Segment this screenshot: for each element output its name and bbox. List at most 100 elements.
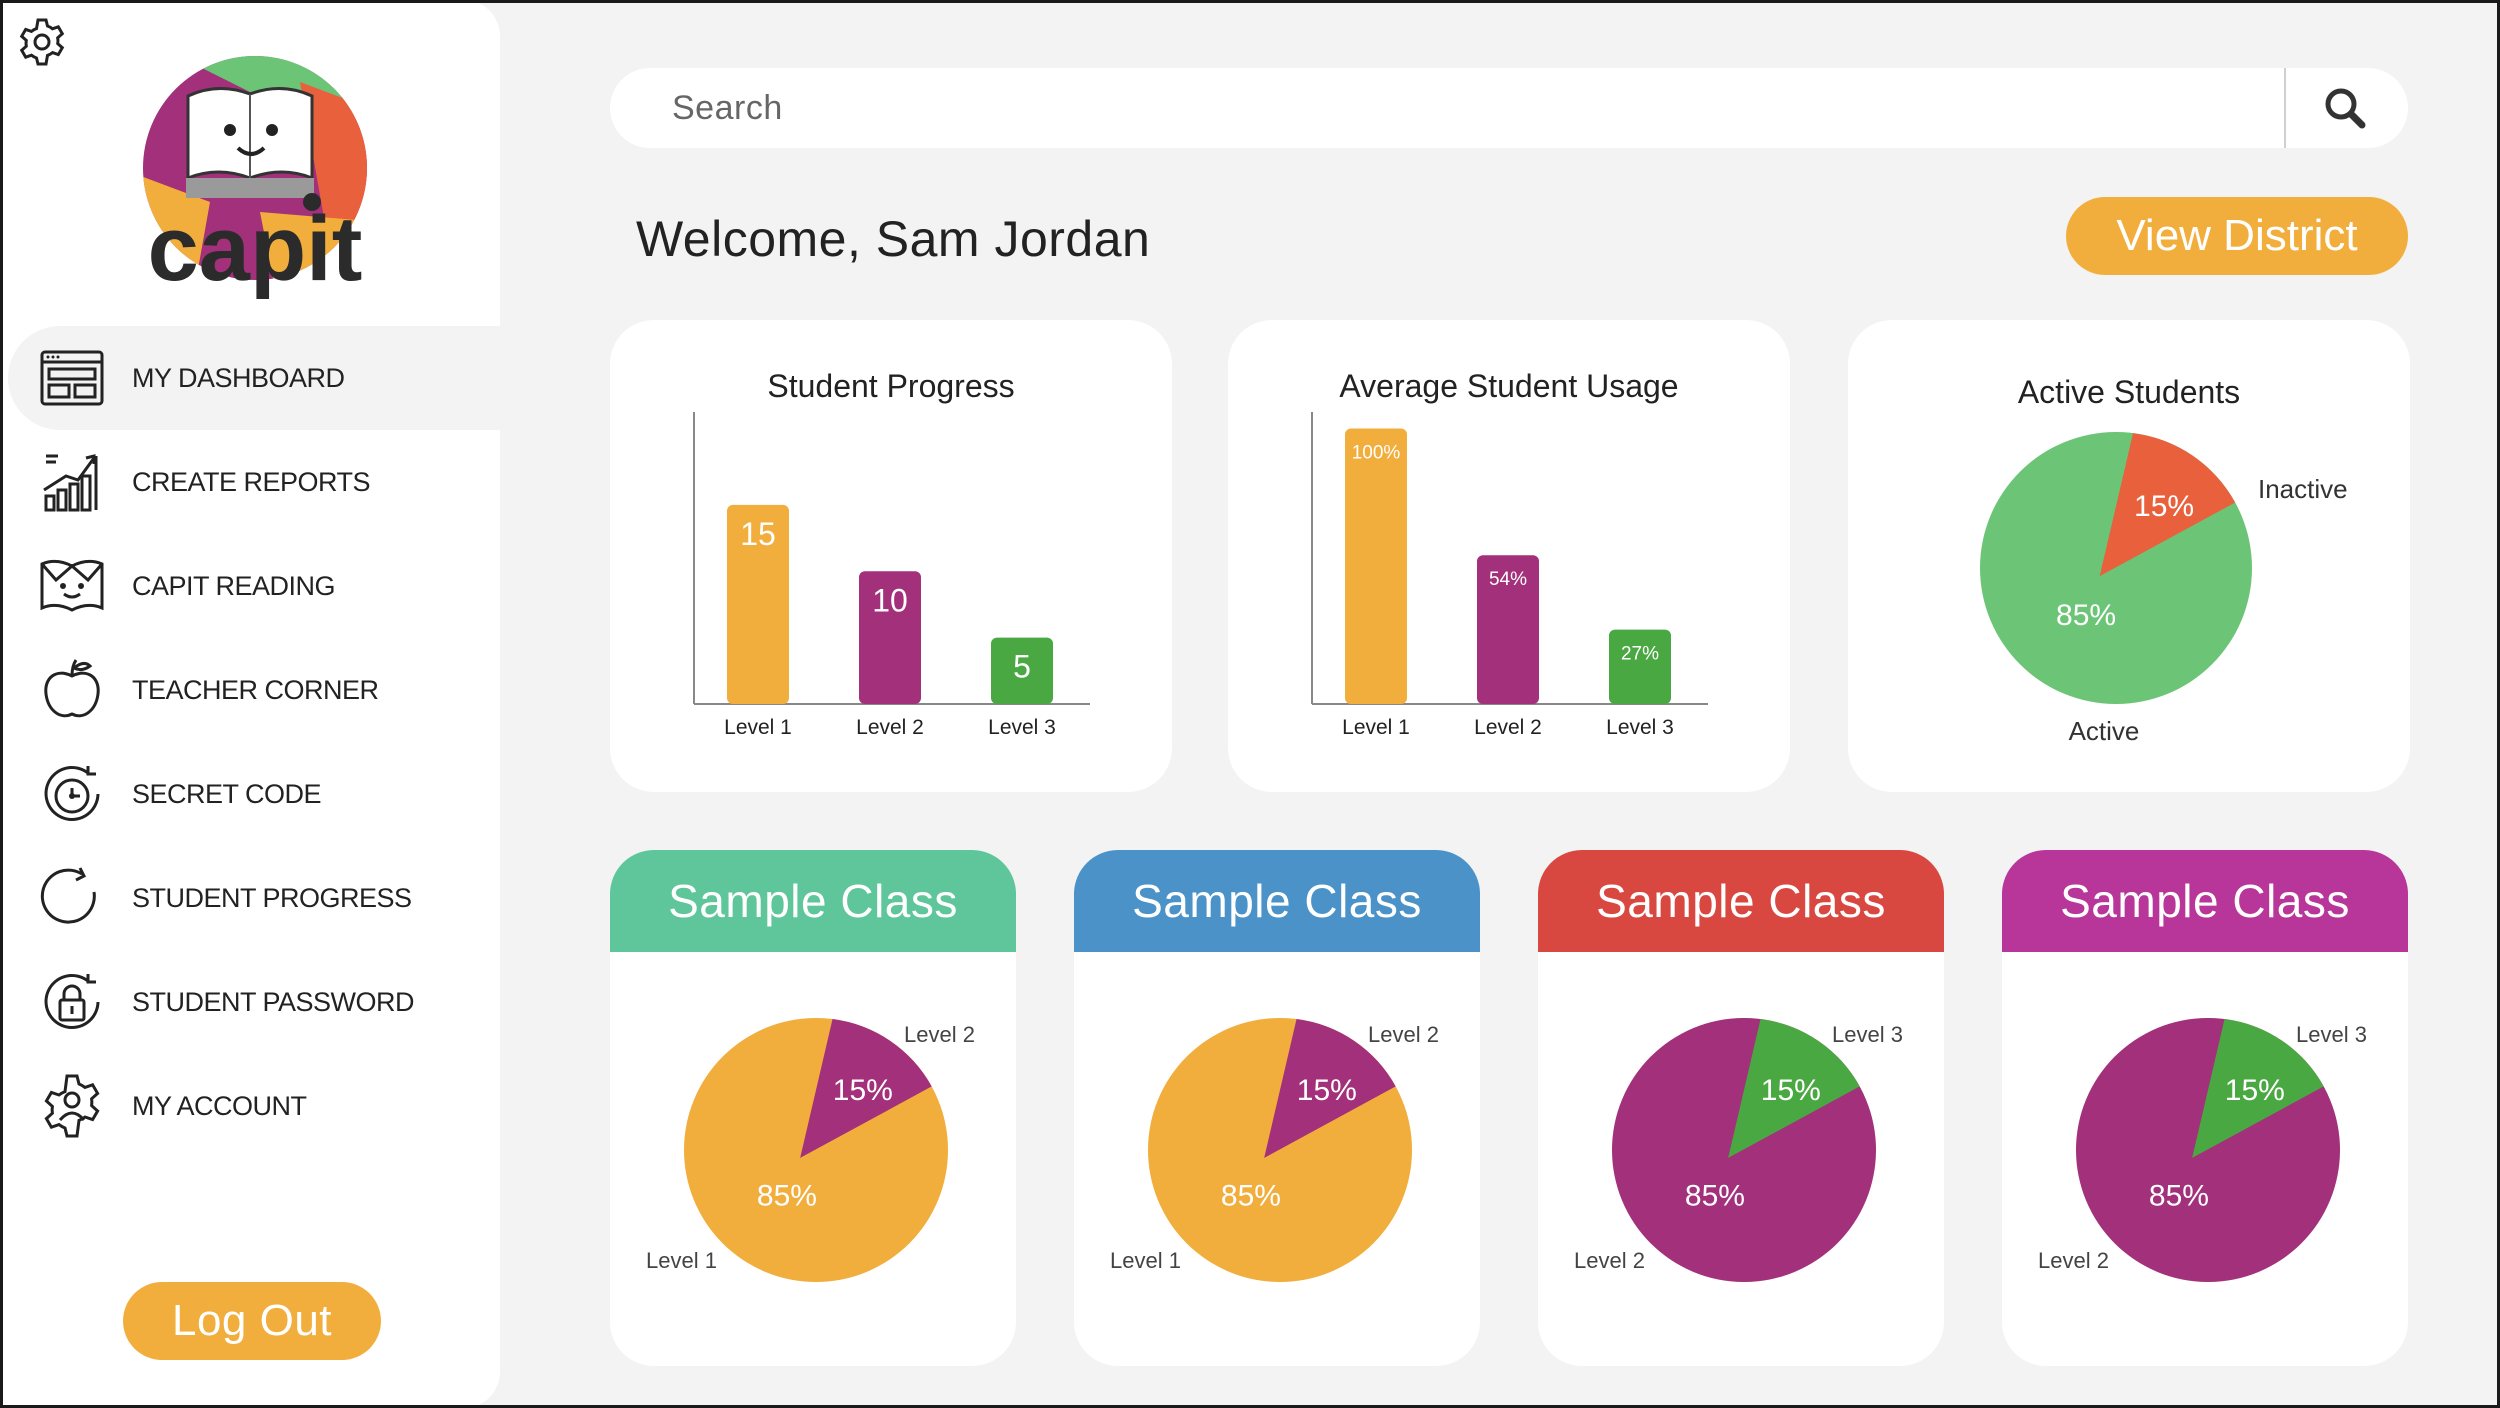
welcome-heading: Welcome, Sam Jordan <box>636 211 1151 267</box>
legend-label: Inactive <box>2258 474 2348 504</box>
search-icon <box>2325 88 2366 129</box>
class-card[interactable]: Sample Class 15% 85% Level 3 Level 2 <box>2002 850 2408 1366</box>
legend-label: Level 2 <box>2038 1248 2109 1273</box>
card-title: Student Progress <box>767 368 1015 404</box>
dashboard-icon <box>40 350 104 406</box>
pie-slice <box>2192 1019 2324 1158</box>
settings-gear-icon[interactable] <box>14 14 70 70</box>
legend-label: Active <box>2069 716 2140 746</box>
sidebar-item-create-reports[interactable]: CREATE REPORTS <box>0 430 500 534</box>
class-pie-chart: 15% 85% Level 2 Level 1 <box>1110 1018 1439 1282</box>
account-gear-icon <box>44 1074 100 1138</box>
bar <box>991 637 1053 704</box>
pie-slice <box>2099 433 2236 577</box>
average-usage-chart: 100% Level 1 54% Level 2 27% Level 3 <box>1311 412 1708 739</box>
tick-label: Level 1 <box>724 716 792 739</box>
view-district-button[interactable]: View District <box>2066 197 2408 275</box>
average-usage-card: Average Student Usage 100% Level 1 54% Leve… <box>1228 320 1790 792</box>
tick-label: Level 3 <box>1606 716 1674 739</box>
reports-chart-icon <box>43 454 98 512</box>
tick-label: Level 1 <box>1342 716 1410 739</box>
legend-label: Level 2 <box>1368 1022 1439 1047</box>
class-card-title[interactable]: Sample Class <box>610 850 1016 952</box>
sidebar-item-label: STUDENT PROGRESS <box>132 882 412 913</box>
slice-percent-label: 85% <box>2056 599 2116 632</box>
search-button[interactable] <box>2310 78 2380 138</box>
active-students-card: Active Students 15% 85% Inactive Active <box>1848 320 2410 792</box>
slice-percent-label: 85% <box>757 1179 817 1212</box>
slice-percent-label: 15% <box>1297 1074 1357 1107</box>
class-card-title[interactable]: Sample Class <box>1538 850 1944 952</box>
legend-label: Level 2 <box>904 1022 975 1047</box>
legend-label: Level 2 <box>1574 1248 1645 1273</box>
sidebar-item-student-progress[interactable]: STUDENT PROGRESS <box>0 846 500 950</box>
data-label: 10 <box>872 582 908 618</box>
class-card-title[interactable]: Sample Class <box>1074 850 1480 952</box>
search-bar: Search <box>610 68 2408 148</box>
legend-label: Level 1 <box>1110 1248 1181 1273</box>
book-face-icon <box>40 559 104 612</box>
class-card[interactable]: Sample Class 15% 85% Level 2 Level 1 <box>610 850 1016 1366</box>
apple-icon <box>44 659 100 718</box>
bar <box>1477 555 1539 704</box>
logo-wordmark: capit <box>148 198 363 300</box>
code-dial-icon <box>44 766 100 821</box>
sidebar-item-label: STUDENT PASSWORD <box>132 986 415 1017</box>
sidebar-item-label: MY DASHBOARD <box>132 362 345 393</box>
slice-percent-label: 15% <box>2225 1074 2285 1107</box>
sidebar: capit MY DASHBOARD <box>0 0 500 1408</box>
sidebar-item-capit-reading[interactable]: CAPIT READING <box>0 534 500 638</box>
slice-percent-label: 15% <box>833 1074 893 1107</box>
log-out-button[interactable]: Log Out <box>123 1282 381 1360</box>
class-pie-chart: 15% 85% Level 3 Level 2 <box>2038 1018 2367 1282</box>
student-progress-card: Student Progress 15 Level 1 10 Level 2 5 Leve… <box>610 320 1172 792</box>
class-card-title[interactable]: Sample Class <box>2002 850 2408 952</box>
class-card[interactable]: Sample Class 15% 85% Level 2 Level 1 <box>1074 850 1480 1366</box>
sidebar-item-teacher-corner[interactable]: TEACHER CORNER <box>0 638 500 742</box>
bar <box>727 504 789 704</box>
tick-label: Level 2 <box>1474 716 1542 739</box>
pie-slice <box>1728 1019 1860 1158</box>
legend-label: Level 3 <box>2296 1022 2367 1047</box>
bar <box>1609 629 1671 704</box>
sidebar-item-my-dashboard[interactable]: MY DASHBOARD <box>8 326 500 430</box>
legend-label: Level 3 <box>1832 1022 1903 1047</box>
search-input[interactable]: Search <box>672 89 783 127</box>
sidebar-item-label: SECRET CODE <box>132 778 322 809</box>
sidebar-item-label: CREATE REPORTS <box>132 466 371 497</box>
sidebar-item-secret-code[interactable]: SECRET CODE <box>0 742 500 846</box>
data-label: 100% <box>1352 443 1401 464</box>
data-label: 5 <box>1013 649 1031 685</box>
data-label: 15 <box>740 516 776 552</box>
sidebar-item-student-password[interactable]: STUDENT PASSWORD <box>0 950 500 1054</box>
sidebar-item-label: MY ACCOUNT <box>132 1090 307 1121</box>
capit-logo: capit <box>130 52 380 314</box>
tick-label: Level 3 <box>988 716 1056 739</box>
tick-label: Level 2 <box>856 716 924 739</box>
card-title: Active Students <box>2017 374 2241 410</box>
slice-percent-label: 15% <box>2134 490 2194 523</box>
class-pie-chart: 15% 85% Level 3 Level 2 <box>1574 1018 1903 1282</box>
slice-percent-label: 85% <box>1221 1179 1281 1212</box>
search-divider <box>2284 68 2286 148</box>
legend-label: Level 1 <box>646 1248 717 1273</box>
pie-slice <box>1264 1019 1396 1158</box>
sidebar-item-label: TEACHER CORNER <box>132 674 379 705</box>
student-progress-chart: 15 Level 1 10 Level 2 5 Level 3 <box>693 412 1090 739</box>
active-students-chart: 15% 85% Inactive Active <box>1980 432 2348 746</box>
bar <box>859 571 921 704</box>
class-card[interactable]: Sample Class 15% 85% Level 3 Level 2 <box>1538 850 1944 1366</box>
data-label: 27% <box>1621 644 1659 665</box>
slice-percent-label: 15% <box>1761 1074 1821 1107</box>
class-pie-chart: 15% 85% Level 2 Level 1 <box>646 1018 975 1282</box>
sidebar-item-label: CAPIT READING <box>132 570 336 601</box>
slice-percent-label: 85% <box>2149 1179 2209 1212</box>
pie-slice <box>800 1019 932 1158</box>
sidebar-item-my-account[interactable]: MY ACCOUNT <box>0 1054 500 1158</box>
slice-percent-label: 85% <box>1685 1179 1745 1212</box>
bar <box>1345 428 1407 704</box>
data-label: 54% <box>1489 569 1527 590</box>
sidebar-nav: MY DASHBOARD CREATE REPORTS <box>0 326 500 1158</box>
lock-refresh-icon <box>44 974 100 1029</box>
card-title: Average Student Usage <box>1339 368 1679 404</box>
